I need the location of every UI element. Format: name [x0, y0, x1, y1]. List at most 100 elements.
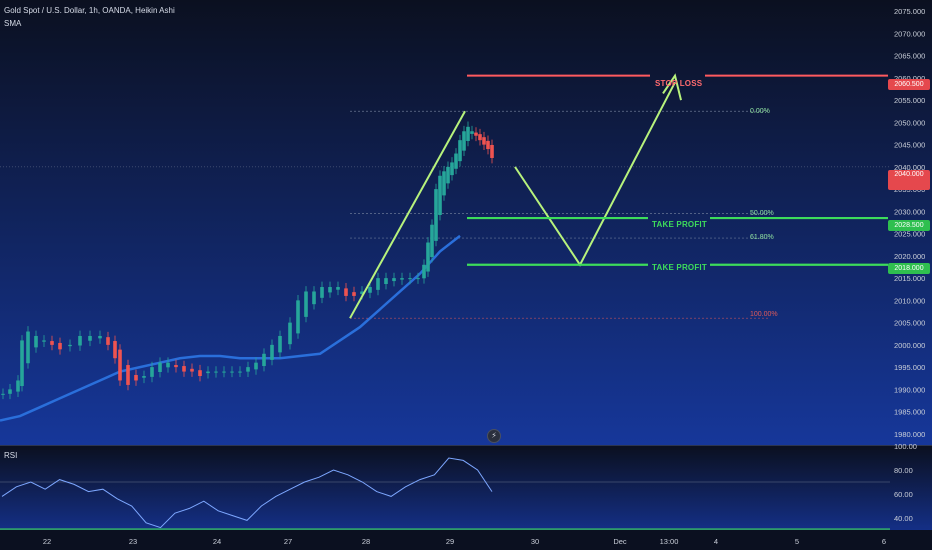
- rsi-line[interactable]: [1, 457, 493, 529]
- candle[interactable]: [490, 139, 494, 164]
- candle[interactable]: [270, 339, 274, 366]
- candle[interactable]: [442, 165, 446, 201]
- rsi-legend[interactable]: RSI: [4, 451, 18, 460]
- candle[interactable]: [466, 121, 470, 147]
- candle[interactable]: [336, 281, 340, 296]
- candle[interactable]: [328, 281, 332, 298]
- candle[interactable]: [238, 366, 242, 378]
- candle[interactable]: [206, 366, 210, 379]
- price-tick: 1985.000: [894, 408, 925, 417]
- candle[interactable]: [20, 335, 24, 392]
- candle[interactable]: [113, 335, 117, 364]
- candle-body: [466, 126, 470, 141]
- candle[interactable]: [26, 326, 30, 369]
- candle[interactable]: [8, 384, 12, 400]
- sma-path[interactable]: [0, 234, 461, 422]
- candle[interactable]: [34, 330, 38, 353]
- candle[interactable]: [78, 330, 82, 351]
- trade-levels: [467, 74, 888, 266]
- candle[interactable]: [246, 361, 250, 377]
- candle[interactable]: [344, 283, 348, 302]
- candle[interactable]: [68, 339, 72, 352]
- candle[interactable]: [214, 366, 218, 378]
- candle-body: [320, 287, 324, 298]
- candle[interactable]: [474, 127, 478, 142]
- candle[interactable]: [262, 348, 266, 372]
- candle[interactable]: [198, 364, 202, 382]
- candle[interactable]: [182, 360, 186, 377]
- candle[interactable]: [486, 135, 490, 155]
- candle[interactable]: [58, 337, 62, 355]
- sma-legend[interactable]: SMA: [4, 19, 22, 28]
- candle[interactable]: [376, 272, 380, 296]
- candle[interactable]: [230, 366, 234, 378]
- candle[interactable]: [416, 272, 420, 284]
- candle[interactable]: [304, 286, 308, 323]
- candle[interactable]: [174, 359, 178, 373]
- candle[interactable]: [150, 361, 154, 383]
- candle[interactable]: [320, 281, 324, 304]
- candle[interactable]: [166, 357, 170, 373]
- candle[interactable]: [278, 330, 282, 358]
- candle[interactable]: [392, 272, 396, 287]
- lightning-icon[interactable]: ⚡: [487, 429, 501, 443]
- candle[interactable]: [430, 219, 434, 263]
- candle[interactable]: [352, 286, 356, 302]
- candle[interactable]: [462, 125, 466, 157]
- trend-line-up[interactable]: [349, 110, 466, 319]
- candle-body: [126, 365, 130, 385]
- candle[interactable]: [368, 281, 372, 299]
- candle[interactable]: [16, 375, 20, 397]
- candle[interactable]: [118, 344, 122, 386]
- candle[interactable]: [142, 370, 146, 384]
- candle-body: [376, 278, 380, 290]
- take-profit-2-label[interactable]: TAKE PROFIT: [652, 263, 707, 272]
- candle[interactable]: [1, 388, 5, 400]
- price-tick: 1995.000: [894, 363, 925, 372]
- candle[interactable]: [222, 366, 226, 378]
- candle-body: [430, 224, 434, 258]
- candle[interactable]: [312, 286, 316, 310]
- candle[interactable]: [98, 330, 102, 344]
- candle[interactable]: [126, 359, 130, 391]
- candle-body: [118, 349, 122, 381]
- candle-body: [336, 287, 340, 290]
- candle[interactable]: [482, 131, 486, 150]
- symbol-title[interactable]: Gold Spot / U.S. Dollar, 1h, OANDA, Heik…: [4, 6, 175, 15]
- candle[interactable]: [384, 272, 388, 290]
- candle[interactable]: [296, 295, 300, 339]
- arrow-head: [662, 73, 682, 101]
- candle[interactable]: [458, 134, 462, 167]
- candle[interactable]: [434, 183, 438, 247]
- stop-loss-label[interactable]: STOP LOSS: [655, 79, 703, 88]
- candle[interactable]: [422, 259, 426, 284]
- candle[interactable]: [190, 363, 194, 377]
- candle[interactable]: [450, 157, 454, 181]
- candle[interactable]: [470, 125, 474, 140]
- candle[interactable]: [42, 335, 46, 348]
- candle[interactable]: [50, 335, 54, 351]
- candle[interactable]: [438, 170, 442, 221]
- candle[interactable]: [88, 330, 92, 347]
- candle-body: [42, 340, 46, 342]
- candle-body: [470, 131, 474, 134]
- time-tick: 23: [129, 537, 137, 546]
- candle[interactable]: [400, 272, 404, 285]
- candle[interactable]: [106, 331, 110, 351]
- take-profit-1-label[interactable]: TAKE PROFIT: [652, 220, 707, 229]
- time-tick: 27: [284, 537, 292, 546]
- candle[interactable]: [134, 369, 138, 386]
- candle[interactable]: [408, 272, 412, 285]
- candle[interactable]: [426, 237, 430, 277]
- candle[interactable]: [454, 148, 458, 175]
- candle[interactable]: [478, 128, 482, 146]
- fib-label-0: 0.00%: [750, 108, 770, 115]
- candle[interactable]: [446, 161, 450, 189]
- candle[interactable]: [254, 357, 258, 375]
- candle[interactable]: [158, 357, 162, 378]
- candle-body: [474, 132, 478, 136]
- candle[interactable]: [288, 317, 292, 350]
- candle-body: [8, 389, 12, 394]
